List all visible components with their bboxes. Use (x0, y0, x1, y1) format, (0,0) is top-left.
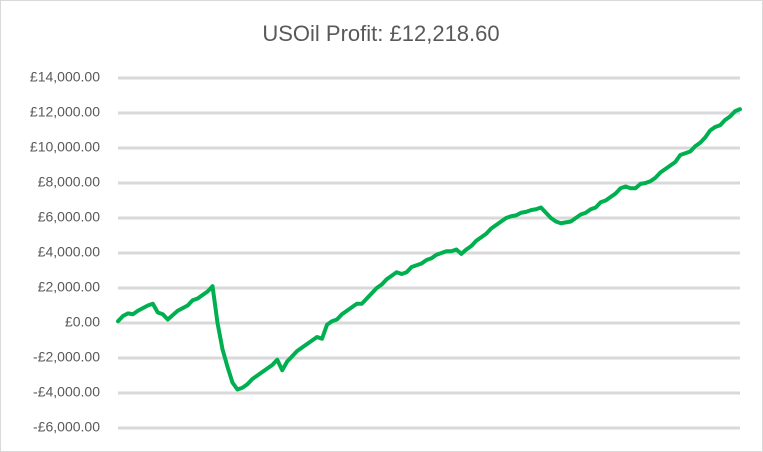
y-tick-label: £6,000.00 (38, 209, 100, 225)
y-tick-label: £10,000.00 (30, 139, 100, 155)
y-tick-label: -£4,000.00 (33, 384, 100, 400)
chart-title: USOil Profit: £12,218.60 (262, 21, 499, 46)
y-tick-label: £8,000.00 (38, 174, 100, 190)
y-tick-label: £0.00 (65, 314, 100, 330)
y-tick-label: -£2,000.00 (33, 349, 100, 365)
y-tick-label: £14,000.00 (30, 69, 100, 85)
data-line (116, 107, 742, 392)
y-tick-label: £12,000.00 (30, 104, 100, 120)
y-tick-label: £2,000.00 (38, 279, 100, 295)
y-tick-label: -£6,000.00 (33, 419, 100, 435)
y-tick-label: £4,000.00 (38, 244, 100, 260)
